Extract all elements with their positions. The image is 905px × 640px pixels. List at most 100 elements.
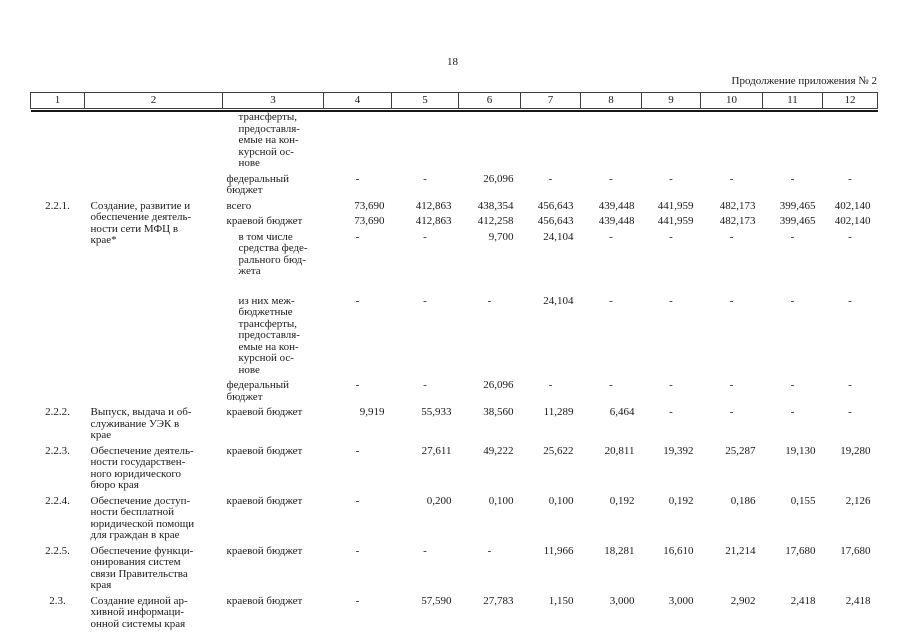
value-cell: - <box>423 172 427 185</box>
value-cell: 402,140 <box>834 199 871 212</box>
value-cell: - <box>848 379 852 391</box>
value-cell <box>459 111 521 174</box>
value-cell: 24,104 <box>543 294 574 307</box>
value-cell: 438,354 <box>477 199 514 212</box>
value-cell: - <box>848 294 852 307</box>
value-cell: - <box>609 379 613 391</box>
header-cell: 12 <box>822 92 878 109</box>
budget-type-cell: федеральный бюджет <box>226 172 290 196</box>
table-header: 1 2 3 4 5 6 7 8 9 10 11 12 <box>30 92 878 109</box>
value-cell <box>823 111 878 174</box>
row-number-cell: 2.2.5. <box>45 544 70 557</box>
value-cell: 482,173 <box>719 215 756 227</box>
header-cell: 5 <box>391 92 459 109</box>
value-cell: 412,863 <box>415 199 452 212</box>
value-cell <box>521 111 581 174</box>
value-cell: 17,680 <box>785 544 816 557</box>
value-cell: 24,104 <box>543 230 574 243</box>
value-cell: 3,000 <box>668 594 694 607</box>
budget-type-cell: федеральный бюджет <box>226 379 290 403</box>
activity-cell: Обеспечение функци- онирования систем св… <box>90 544 194 591</box>
value-cell: - <box>790 406 795 418</box>
value-cell: 412,258 <box>477 215 514 227</box>
value-cell: 402,140 <box>834 215 871 227</box>
value-cell: 0,100 <box>488 494 514 507</box>
budget-table: 1 2 3 4 5 6 7 8 9 10 11 12 трансферты, предоставля-… <box>30 92 878 634</box>
value-cell: - <box>669 230 673 243</box>
budget-type-cell: в том числе средства феде- рального бюд-… <box>238 230 308 277</box>
value-cell: 25,622 <box>543 444 574 457</box>
activity-cell: Выпуск, выдача и об- служивание УЭК в кр… <box>90 406 192 441</box>
value-cell: - <box>790 230 795 243</box>
value-cell: 0,192 <box>668 494 694 507</box>
value-cell: - <box>729 230 734 243</box>
value-cell: - <box>355 544 360 557</box>
value-cell <box>581 111 642 174</box>
value-cell <box>642 111 701 174</box>
value-cell: 73,690 <box>354 215 385 227</box>
table-row: 2.3. Создание единой ар- хивной информаци… <box>31 594 878 635</box>
value-cell: 18,281 <box>604 544 635 557</box>
header-row: 1 2 3 4 5 6 7 8 9 10 11 12 <box>30 92 878 109</box>
header-cell: 10 <box>700 92 763 109</box>
value-cell: 2,418 <box>845 594 871 607</box>
value-cell: - <box>729 172 734 185</box>
budget-type-cell: краевой бюджет <box>226 215 303 227</box>
value-cell: - <box>548 379 553 391</box>
value-cell: 27,783 <box>483 594 514 607</box>
value-cell: 2,126 <box>845 494 871 507</box>
value-cell: 26,096 <box>483 379 514 391</box>
value-cell: 25,287 <box>725 444 756 457</box>
value-cell: - <box>355 230 360 243</box>
header-cell: 2 <box>84 92 223 109</box>
value-cell: 1,150 <box>548 594 574 607</box>
table-row: в том числе средства феде- рального бюд-… <box>31 230 878 282</box>
budget-type-cell: всего <box>226 199 252 212</box>
row-number-cell: 2.2.4. <box>45 494 70 507</box>
table-row: из них меж- бюджетные трансферты, предос… <box>31 282 878 381</box>
value-cell: - <box>487 294 492 307</box>
header-cell: 8 <box>580 92 642 109</box>
row-number-cell: 2.3. <box>49 594 66 607</box>
value-cell: 441,959 <box>657 215 694 227</box>
value-cell: 17,680 <box>840 544 871 557</box>
header-cell: 3 <box>222 92 324 109</box>
activity-cell: Создание единой ар- хивной информаци- он… <box>90 594 188 630</box>
value-cell: 3,000 <box>609 594 635 607</box>
table-row: федеральный бюджет - - 26,096 - - - - - - <box>31 172 878 201</box>
value-cell: 456,643 <box>537 215 574 227</box>
value-cell <box>324 111 392 174</box>
value-cell: - <box>355 494 360 507</box>
value-cell: 0,155 <box>790 494 816 507</box>
value-cell: 6,464 <box>609 406 635 418</box>
budget-type-cell: краевой бюджет <box>226 494 303 507</box>
row-number-cell: 2.2.3. <box>45 444 70 457</box>
table-row: 2.2.1. Создание, развитие и обеспечение д… <box>31 199 878 246</box>
table-row: федеральный бюджет - - 26,096 - - - - - - <box>31 379 878 407</box>
header-cell: 6 <box>458 92 521 109</box>
value-cell: 0,100 <box>548 494 574 507</box>
page-number: 18 <box>447 56 458 68</box>
value-cell: 2,902 <box>730 594 756 607</box>
activity-cell: Создание, развитие и обеспечение деятель… <box>90 199 192 246</box>
value-cell: 439,448 <box>598 199 635 212</box>
value-cell: - <box>669 379 673 391</box>
value-cell <box>392 111 459 174</box>
value-cell: 49,222 <box>483 444 514 457</box>
value-cell: 11,966 <box>543 544 574 557</box>
value-cell: 9,700 <box>488 230 514 243</box>
value-cell: 19,280 <box>840 444 871 457</box>
value-cell: - <box>669 294 673 307</box>
continuation-note: Продолжение приложения № 2 <box>731 75 877 87</box>
budget-type-cell: краевой бюджет <box>226 444 303 457</box>
value-cell: - <box>423 379 427 391</box>
value-cell: 0,200 <box>426 494 452 507</box>
value-cell: 0,192 <box>609 494 635 507</box>
budget-type-cell: краевой бюджет <box>226 594 303 607</box>
value-cell: 16,610 <box>663 544 694 557</box>
table-row: трансферты, предоставля- емые на кон- ку… <box>31 111 878 174</box>
value-cell: - <box>669 406 673 418</box>
value-cell: 20,811 <box>604 444 635 457</box>
value-cell: 19,392 <box>663 444 694 457</box>
value-cell: - <box>729 379 734 391</box>
